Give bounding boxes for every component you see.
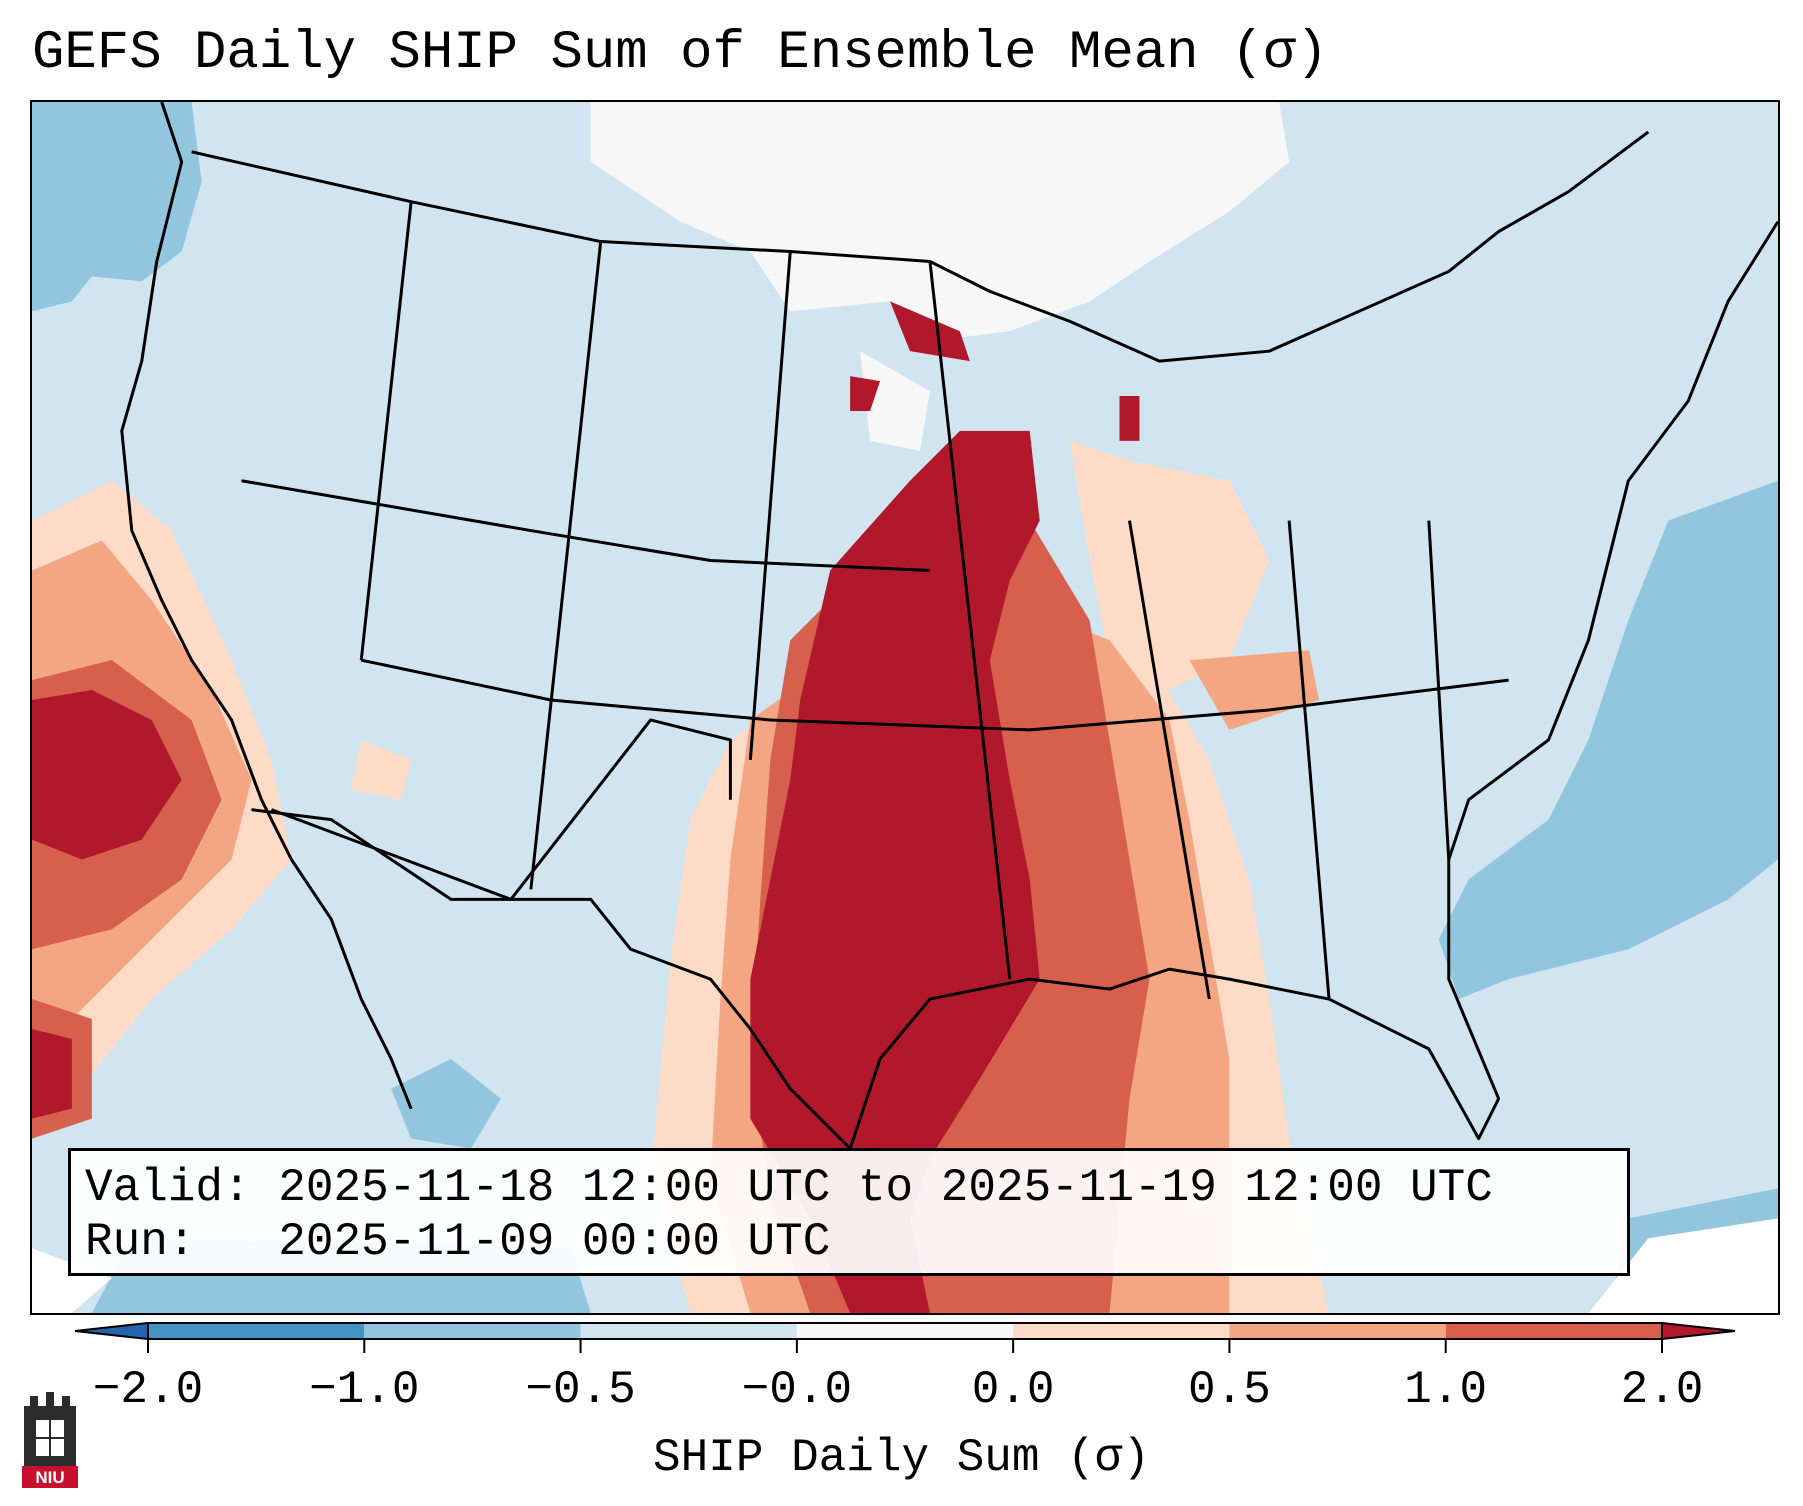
colorbar-cell [580,1323,797,1339]
southern-line [270,718,732,901]
meridian-4 [928,261,1012,980]
pacific-negative-region [32,102,202,312]
run-value: 2025-11-09 00:00 UTC [278,1216,831,1268]
colorbar-tick-label: 1.0 [1404,1364,1488,1416]
canada-near-zero-region [590,102,1290,342]
colorbar-tick-label: 0.5 [1188,1364,1271,1416]
colorbar-tick-label: −0.0 [741,1364,853,1416]
niu-logo-icon: NIU [22,1392,78,1488]
colorbar-cell [148,1323,365,1339]
valid-value: 2025-11-18 12:00 UTC to 2025-11-19 12:00… [278,1162,1493,1214]
dakota-near-zero-region [860,351,930,451]
valid-label: Valid: [85,1162,251,1214]
valid-run-box: Valid: 2025-11-18 12:00 UTC to 2025-11-1… [68,1148,1630,1276]
kentucky-moderate-positive [1189,650,1320,730]
svg-text:NIU: NIU [35,1468,64,1487]
meridian-2 [529,241,603,890]
us-canada-border [191,130,1650,363]
near-zero-regions [32,102,1778,1313]
southern-plains-extreme-positive [750,430,1040,1313]
colorbar-cell [364,1323,581,1339]
colorbar-outline [147,1322,1663,1340]
pacific-extreme-positive [32,690,182,860]
meridian-3 [748,251,792,760]
great-lakes-weak-positive [1069,440,1270,701]
run-label: Run: [85,1216,196,1268]
colorbar-cell [1229,1323,1446,1339]
colorbar-cell [796,1323,1014,1339]
colorbar-extend-high [1661,1321,1736,1341]
colorbar-extend-low [74,1321,149,1341]
coastline-pacific [120,102,413,1110]
colorbar-tick-label: 0.0 [971,1364,1055,1416]
meridian-5 [1128,520,1211,1000]
map-title: GEFS Daily SHIP Sum of Ensemble Mean (σ) [32,23,1329,84]
mexico-extreme-positive [32,1028,72,1119]
dakota-extreme-positive-2 [850,376,881,411]
colorbar-cells [74,1321,1736,1353]
rockies-divide [241,479,931,572]
colorbar-tick-label: −2.0 [92,1364,204,1416]
colorbar-cell [1445,1323,1662,1339]
dakota-extreme-positive [890,301,970,362]
map-panel[interactable]: Valid: 2025-11-18 12:00 UTC to 2025-11-1… [30,100,1780,1315]
meridian-1 [359,201,413,661]
central-plains-line [360,658,1509,732]
colorbar-cell [1013,1323,1230,1339]
michigan-extreme-positive [1119,396,1140,441]
meridian-6 [1287,520,1331,1000]
meridian-7 [1427,520,1451,860]
gulf-coast [848,220,1778,1150]
colorbar-tick-label: −1.0 [309,1364,420,1416]
colorbar-tick-label: −0.5 [525,1364,636,1416]
southwest-corner-white [32,1248,112,1313]
colorbar-tick-label: 2.0 [1620,1364,1704,1416]
map-canvas [32,102,1778,1313]
atlantic-negative-region [1438,480,1778,1000]
state-boundaries [120,102,1778,1150]
colorbar-label: SHIP Daily Sum (σ) [653,1432,1150,1484]
new-mexico-weak-positive [351,739,412,800]
extreme-positive-regions [32,301,1140,1313]
pacific-south-negative-region [391,1058,501,1149]
southeast-corner-white [1588,1218,1778,1313]
